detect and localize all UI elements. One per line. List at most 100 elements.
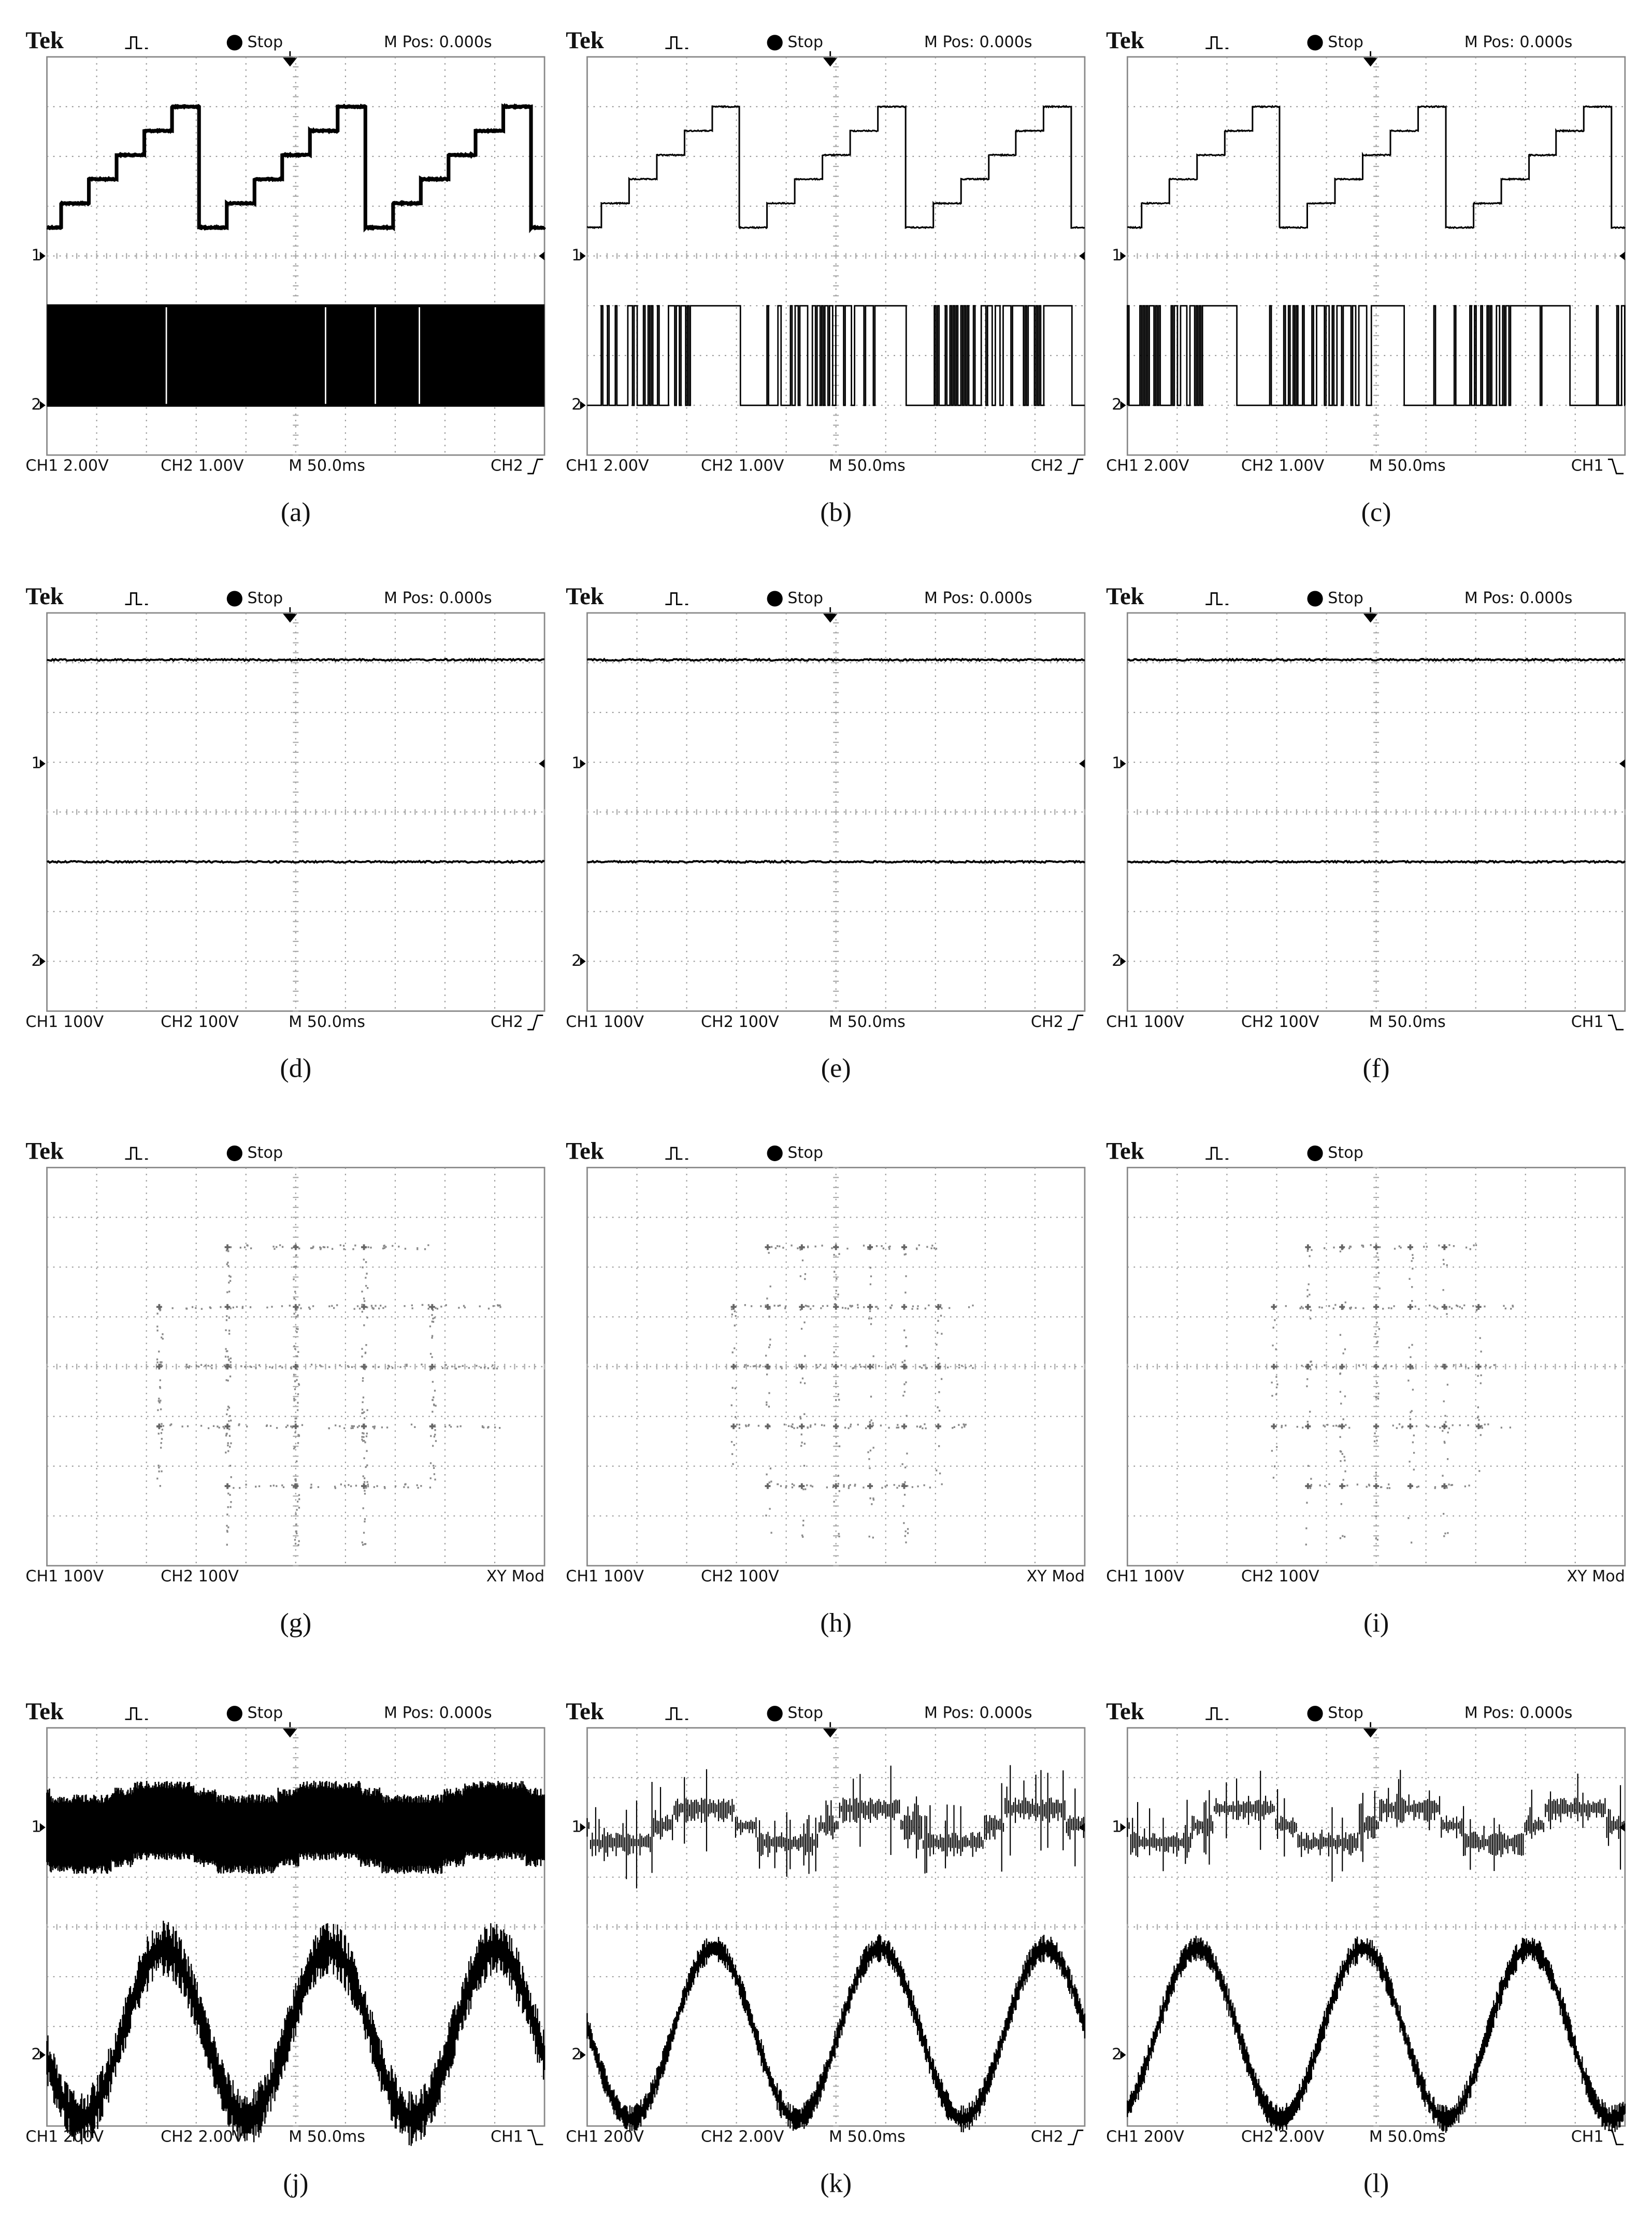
screen [586,1727,1086,2133]
footer-label: CH1 2.00V [25,457,109,475]
status-dot [1307,35,1323,51]
marker-arrow [580,401,586,410]
brand: Tek [25,27,64,54]
waveform [586,1934,1086,2133]
status: Stop [787,1144,823,1162]
level-arrow [1079,1823,1085,1832]
edge-icon [527,1015,543,1031]
level-arrow [1079,251,1085,261]
footer-label: CH2 100V [701,1013,779,1031]
footer-label: CH1 200V [1106,2128,1184,2146]
scope-panel: Tek Stop CH1 100V CH2 100V XY Mod (i) [1106,1138,1626,1638]
position: M Pos: 0.000s [1464,33,1573,51]
brand: Tek [1106,1698,1144,1725]
footer-label: CH1 100V [566,1013,644,1031]
level-arrow [539,251,545,261]
waveform [1127,1935,1626,2133]
status-dot [767,1706,783,1722]
brand: Tek [1106,1138,1144,1165]
waveform [156,1244,435,1489]
footer-label: CH1 100V [1106,1567,1184,1586]
scope-panel: Tek Stop CH1 100V CH2 100V XY Mod (h) [566,1138,1086,1638]
brand: Tek [566,1698,604,1725]
status: Stop [787,589,823,607]
status: Stop [1328,1144,1363,1162]
marker-arrow [580,1823,586,1832]
channel-marker: 1 [571,1818,581,1836]
trigger-icon [665,592,688,605]
waveform [1127,658,1626,662]
channel-marker: 1 [571,754,581,772]
footer-label: CH1 2.00V [1106,457,1189,475]
trigger-icon [665,1707,688,1720]
trigger-icon [665,36,688,49]
edge-icon [1607,2129,1624,2146]
footer-label: CH1 [1571,1013,1604,1031]
edge-icon [1068,459,1084,475]
edge-icon [1068,1015,1084,1031]
waveform [586,105,1085,230]
waveform [47,658,545,662]
trigger-position [823,1722,838,1738]
caption: (h) [820,1608,852,1638]
trigger-position [1363,51,1378,67]
trigger-icon [125,1707,148,1720]
footer-label: CH1 [491,2128,523,2146]
channel-marker: 1 [31,1818,41,1836]
marker-arrow [580,2050,586,2060]
level-arrow [539,1823,545,1832]
footer-label: XY Mod [1027,1567,1085,1586]
trigger-icon [125,1147,148,1160]
channel-marker: 2 [571,396,581,414]
position: M Pos: 0.000s [384,1704,492,1722]
channel-marker: 1 [571,247,581,265]
caption: (d) [280,1054,311,1083]
scope-panel: Tek Stop M Pos: 0.000s 1 2 CH1 100V CH2 100V M … [566,583,1086,1083]
waveform [46,103,547,234]
footer-label: M 50.0ms [1369,457,1446,475]
trigger-position [283,607,297,623]
marker-arrow [39,759,46,768]
edge-icon [527,2129,543,2146]
footer-label: M 50.0ms [1369,1013,1446,1031]
grid-ticks [46,612,545,1012]
channel-marker: 2 [1112,952,1122,970]
level-arrow [1619,759,1625,768]
status-dot [1307,1706,1323,1722]
status-dot [226,35,242,51]
caption: (g) [280,1608,311,1638]
brand: Tek [25,1698,64,1725]
brand: Tek [1106,27,1144,54]
position: M Pos: 0.000s [1464,1704,1573,1722]
footer-label: CH1 100V [25,1567,104,1586]
status-dot [1307,591,1323,607]
waveform [46,1920,545,2146]
screen [46,612,545,1012]
scope-panel: Tek Stop M Pos: 0.000s 1 2 CH1 2.00V CH2 1.00V… [25,27,547,527]
channel-marker: 2 [571,2045,581,2063]
footer-label: CH2 100V [161,1567,239,1586]
screen [46,1166,545,1567]
scope-panel: Tek Stop CH1 100V CH2 100V XY Mod (g) [25,1138,545,1638]
footer-label: CH2 [1031,2128,1064,2146]
channel-marker: 1 [1112,1818,1122,1836]
footer-label: CH2 [491,457,523,475]
footer-label: CH2 2.00V [161,2128,244,2146]
screen [1126,1166,1626,1567]
edge-icon [1607,459,1624,475]
position: M Pos: 0.000s [924,33,1032,51]
status-dot [767,591,783,607]
footer-label: CH2 1.00V [161,457,244,475]
edge-icon [1607,1015,1624,1031]
footer-label: CH1 100V [566,1567,644,1586]
footer-label: XY Mod [1567,1567,1625,1586]
footer-label: CH1 [1571,457,1604,475]
scope-panel: Tek Stop M Pos: 0.000s 1 2 CH1 2.00V CH2 1.00V… [566,27,1086,527]
level-arrow [539,759,545,768]
caption: (c) [1361,498,1391,527]
footer-label: CH2 100V [1241,1567,1319,1586]
screen [46,56,547,456]
trigger-position [823,607,838,623]
channel-marker: 2 [31,2045,41,2063]
